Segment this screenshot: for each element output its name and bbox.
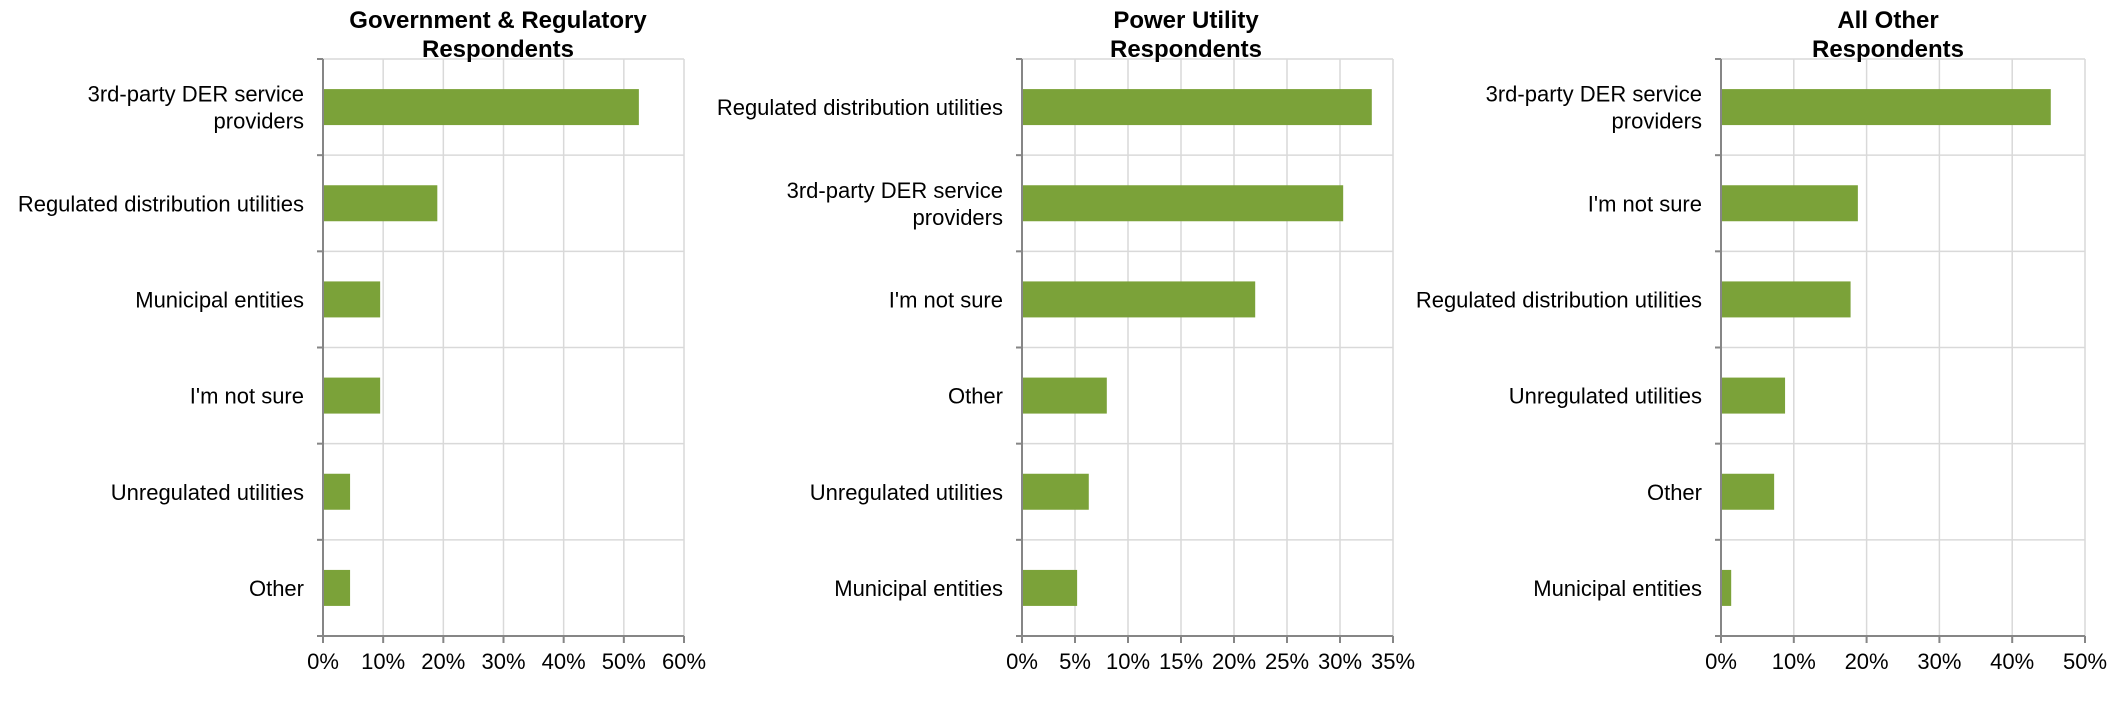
x-tick-label: 0% <box>1006 649 1038 674</box>
category-label-line: 3rd-party DER service <box>88 82 304 107</box>
category-label: Unregulated utilities <box>810 480 1003 505</box>
chart-panel-2: 0% 5% 10% 15% 20% 25% 30% 35% Regulated distribu… <box>717 7 1415 674</box>
x-tick-label: 0% <box>307 649 339 674</box>
category-label: Unregulated utilities <box>1509 384 1702 409</box>
category-label: 3rd-party DER service providers <box>88 82 304 134</box>
bar-2 <box>1023 185 1344 222</box>
category-label: Municipal entities <box>1533 576 1702 601</box>
category-label-line: Municipal entities <box>135 287 304 312</box>
x-tick-label: 40% <box>1990 649 2034 674</box>
x-tick-label: 60% <box>662 649 706 674</box>
bar-1 <box>1023 89 1372 126</box>
category-label: Municipal entities <box>834 576 1003 601</box>
chart-panel-3: 0% 10% 20% 30% 40% 50% 3rd-party DER service pr… <box>1416 7 2107 674</box>
category-label: I'm not sure <box>190 384 304 409</box>
bar-5 <box>1722 473 1775 510</box>
x-tick-label: 15% <box>1159 649 1203 674</box>
bar-3 <box>1722 281 1851 318</box>
bar-6 <box>1722 569 1732 606</box>
chart-title: Government & Regulatory Respondents <box>349 7 647 63</box>
category-label: 3rd-party DER service providers <box>787 178 1003 230</box>
category-label: Regulated distribution utilities <box>18 191 304 216</box>
bar-3 <box>1023 281 1256 318</box>
x-tick-label: 50% <box>2063 649 2107 674</box>
category-label-line: Municipal entities <box>1533 576 1702 601</box>
category-label-line: Unregulated utilities <box>1509 384 1702 409</box>
category-label-line: I'm not sure <box>889 287 1003 312</box>
category-label: I'm not sure <box>889 287 1003 312</box>
x-tick-label: 5% <box>1059 649 1091 674</box>
bar-1 <box>324 89 639 126</box>
category-label-line: Other <box>249 576 304 601</box>
x-tick-label: 35% <box>1371 649 1415 674</box>
category-label: Other <box>249 576 304 601</box>
category-label: Regulated distribution utilities <box>1416 287 1702 312</box>
bar-1 <box>1722 89 2051 126</box>
category-label: 3rd-party DER service providers <box>1486 82 1702 134</box>
category-label: Other <box>948 384 1003 409</box>
bar-5 <box>324 473 351 510</box>
bar-2 <box>324 185 438 222</box>
bar-6 <box>1023 569 1078 606</box>
category-label-line: providers <box>1612 109 1702 134</box>
category-label-line: 3rd-party DER service <box>787 178 1003 203</box>
x-tick-label: 30% <box>481 649 525 674</box>
x-tick-label: 10% <box>1106 649 1150 674</box>
category-label-line: Regulated distribution utilities <box>18 191 304 216</box>
category-label-line: Regulated distribution utilities <box>1416 287 1702 312</box>
x-tick-label: 20% <box>1212 649 1256 674</box>
chart-panel-1: 0% 10% 20% 30% 40% 50% 60% 3rd-party DER servic… <box>18 7 706 674</box>
category-label-line: Unregulated utilities <box>111 480 304 505</box>
chart-title: All Other Respondents <box>1812 7 1964 63</box>
x-tick-label: 20% <box>1845 649 1889 674</box>
category-label-line: Municipal entities <box>834 576 1003 601</box>
x-tick-label: 10% <box>1772 649 1816 674</box>
category-label-line: providers <box>913 205 1003 230</box>
chart-title-line: Respondents <box>422 36 574 63</box>
x-tick-label: 20% <box>421 649 465 674</box>
category-label-line: Other <box>948 384 1003 409</box>
chart-title-line: Power Utility <box>1113 7 1259 34</box>
x-tick-label: 25% <box>1265 649 1309 674</box>
category-label: Other <box>1647 480 1702 505</box>
category-label-line: 3rd-party DER service <box>1486 82 1702 107</box>
category-label: Regulated distribution utilities <box>717 95 1003 120</box>
chart-title-line: All Other <box>1837 7 1938 34</box>
x-tick-label: 30% <box>1917 649 1961 674</box>
x-tick-label: 40% <box>542 649 586 674</box>
bar-2 <box>1722 185 1858 222</box>
bar-4 <box>324 377 381 414</box>
category-label-line: Unregulated utilities <box>810 480 1003 505</box>
category-label-line: Regulated distribution utilities <box>717 95 1003 120</box>
category-label-line: Other <box>1647 480 1702 505</box>
bar-4 <box>1023 377 1107 414</box>
chart-title-line: Respondents <box>1110 36 1262 63</box>
x-tick-label: 50% <box>602 649 646 674</box>
x-tick-label: 0% <box>1705 649 1737 674</box>
category-label: Municipal entities <box>135 287 304 312</box>
bar-4 <box>1722 377 1786 414</box>
chart-title-line: Government & Regulatory <box>349 7 647 34</box>
category-label-line: providers <box>214 109 304 134</box>
category-label: I'm not sure <box>1588 191 1702 216</box>
bar-6 <box>324 569 351 606</box>
bar-3 <box>324 281 381 318</box>
category-label-line: I'm not sure <box>1588 191 1702 216</box>
x-tick-label: 10% <box>361 649 405 674</box>
chart-title: Power Utility Respondents <box>1110 7 1262 63</box>
category-label-line: I'm not sure <box>190 384 304 409</box>
bar-5 <box>1023 473 1089 510</box>
category-label: Unregulated utilities <box>111 480 304 505</box>
chart-title-line: Respondents <box>1812 36 1964 63</box>
x-tick-label: 30% <box>1318 649 1362 674</box>
